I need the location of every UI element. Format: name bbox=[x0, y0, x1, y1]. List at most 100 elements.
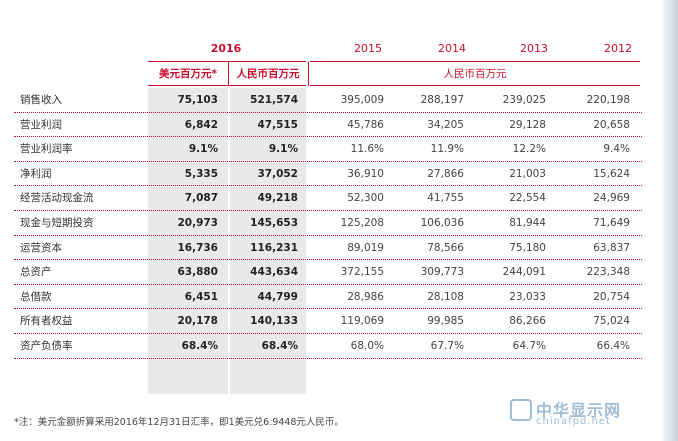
row-label: 现金与短期投资 bbox=[20, 216, 94, 229]
cell-2014: 27,866 bbox=[427, 167, 464, 180]
cell-2016-rmb: 443,634 bbox=[250, 266, 298, 279]
cell-2016-rmb: 140,133 bbox=[250, 315, 298, 328]
cell-2012: 20,754 bbox=[593, 290, 630, 303]
cell-2016-rmb: 49,218 bbox=[257, 192, 298, 205]
cell-2013: 22,554 bbox=[509, 192, 546, 205]
cell-2014: 99,985 bbox=[427, 315, 464, 328]
cell-2016-usd: 20,178 bbox=[177, 315, 218, 328]
cell-2015: 45,786 bbox=[347, 118, 384, 131]
cell-2016-usd: 75,103 bbox=[177, 94, 218, 106]
cell-2012: 223,348 bbox=[586, 266, 630, 279]
cell-2016-usd: 7,087 bbox=[184, 192, 218, 205]
cell-2016-rmb: 521,574 bbox=[250, 94, 298, 106]
cell-2013: 12.2% bbox=[512, 143, 546, 156]
cell-2016-rmb: 37,052 bbox=[257, 167, 298, 180]
year-2014-header: 2014 bbox=[438, 42, 466, 55]
cell-2012: 66.4% bbox=[596, 339, 630, 352]
year-2012-header: 2012 bbox=[604, 42, 632, 55]
cell-2012: 20,658 bbox=[593, 118, 630, 131]
cell-2013: 81,944 bbox=[509, 216, 546, 229]
cell-2013: 244,091 bbox=[502, 266, 546, 279]
cell-2012: 24,969 bbox=[593, 192, 630, 205]
year-2013-header: 2013 bbox=[520, 42, 548, 55]
header-separator bbox=[308, 62, 309, 86]
cell-2016-usd: 16,736 bbox=[177, 241, 218, 254]
cell-2012: 220,198 bbox=[586, 94, 630, 106]
unit-rmb-label: 人民币百万元 bbox=[236, 68, 300, 80]
header-divider-history bbox=[310, 61, 640, 62]
cell-2014: 288,197 bbox=[420, 94, 464, 106]
cell-2014: 309,773 bbox=[420, 266, 464, 279]
cell-2012: 9.4% bbox=[603, 143, 630, 156]
row-label: 运营资本 bbox=[20, 241, 62, 254]
watermark-title: 中华显示网 bbox=[536, 401, 622, 420]
financial-table: 销售收入 75,103 521,574 395,009 288,197 239,025 22… bbox=[14, 88, 642, 359]
cell-2013: 29,128 bbox=[509, 118, 546, 131]
cell-2014: 67.7% bbox=[430, 339, 464, 352]
cell-2015: 395,009 bbox=[340, 94, 384, 106]
usd-column-shade bbox=[148, 88, 228, 394]
header-separator bbox=[228, 62, 229, 86]
cell-2016-usd: 20,973 bbox=[177, 216, 218, 229]
cell-2015: 372,155 bbox=[340, 266, 384, 279]
cell-2016-usd: 5,335 bbox=[184, 167, 218, 180]
table-row: 运营资本 16,736 116,231 89,019 78,566 75,180 63,83… bbox=[14, 236, 642, 261]
watermark-url: chinafpd.net bbox=[536, 416, 611, 427]
table-row: 营业利润 6,842 47,515 45,786 34,205 29,128 20,658 bbox=[14, 113, 642, 138]
cell-2016-usd: 6,842 bbox=[184, 118, 218, 131]
cell-2016-rmb: 44,799 bbox=[257, 290, 298, 303]
cell-2015: 11.6% bbox=[350, 143, 384, 156]
cell-2014: 28,108 bbox=[427, 290, 464, 303]
cell-2016-usd: 63,880 bbox=[177, 266, 218, 279]
table-row: 总借款 6,451 44,799 28,986 28,108 23,033 20,754 bbox=[14, 285, 642, 310]
cell-2013: 64.7% bbox=[512, 339, 546, 352]
row-label: 营业利润 bbox=[20, 118, 62, 131]
row-label: 营业利润率 bbox=[20, 143, 73, 156]
table-row: 所有者权益 20,178 140,133 119,069 99,985 86,266 75,… bbox=[14, 309, 642, 334]
watermark-logo-icon bbox=[510, 399, 532, 421]
cell-2015: 89,019 bbox=[347, 241, 384, 254]
cell-2012: 75,024 bbox=[593, 315, 630, 328]
header-bottom-rule bbox=[310, 85, 640, 86]
window-edge bbox=[660, 0, 678, 441]
row-label: 销售收入 bbox=[20, 94, 62, 106]
cell-2013: 23,033 bbox=[509, 290, 546, 303]
header-divider-2016 bbox=[148, 61, 306, 62]
cell-2014: 34,205 bbox=[427, 118, 464, 131]
cell-2014: 41,755 bbox=[427, 192, 464, 205]
report-page: 2016 2015 2014 2013 2012 美元百万元* 人民币百万元 人… bbox=[14, 42, 642, 428]
cell-2014: 78,566 bbox=[427, 241, 464, 254]
table-row: 现金与短期投资 20,973 145,653 125,208 106,036 81,944… bbox=[14, 211, 642, 236]
cell-2012: 71,649 bbox=[593, 216, 630, 229]
cell-2013: 21,003 bbox=[509, 167, 546, 180]
cell-2016-rmb: 9.1% bbox=[268, 143, 298, 156]
cell-2016-usd: 9.1% bbox=[188, 143, 218, 156]
cell-2015: 28,986 bbox=[347, 290, 384, 303]
year-2015-header: 2015 bbox=[354, 42, 382, 55]
table-row: 资产负债率 68.4% 68.4% 68.0% 67.7% 64.7% 66.4% bbox=[14, 334, 642, 359]
cell-2013: 75,180 bbox=[509, 241, 546, 254]
cell-2016-usd: 68.4% bbox=[181, 339, 218, 352]
cell-2016-rmb: 145,653 bbox=[250, 216, 298, 229]
table-row: 营业利润率 9.1% 9.1% 11.6% 11.9% 12.2% 9.4% bbox=[14, 137, 642, 162]
cell-2013: 239,025 bbox=[502, 94, 546, 106]
table-row: 净利润 5,335 37,052 36,910 27,866 21,003 15,624 bbox=[14, 162, 642, 187]
row-label: 总借款 bbox=[20, 290, 52, 303]
cell-2013: 86,266 bbox=[509, 315, 546, 328]
row-label: 资产负债率 bbox=[20, 339, 73, 352]
cell-2014: 11.9% bbox=[430, 143, 464, 156]
cell-2014: 106,036 bbox=[420, 216, 464, 229]
row-label: 所有者权益 bbox=[20, 315, 73, 328]
table-row: 销售收入 75,103 521,574 395,009 288,197 239,025 22… bbox=[14, 88, 642, 113]
row-label: 净利润 bbox=[20, 167, 52, 180]
cell-2015: 36,910 bbox=[347, 167, 384, 180]
unit-usd-label: 美元百万元* bbox=[159, 68, 217, 80]
cell-2016-usd: 6,451 bbox=[184, 290, 218, 303]
cell-2016-rmb: 47,515 bbox=[257, 118, 298, 131]
cell-2012: 63,837 bbox=[593, 241, 630, 254]
table-row: 经营活动现金流 7,087 49,218 52,300 41,755 22,554 24,9… bbox=[14, 186, 642, 211]
cell-2015: 52,300 bbox=[347, 192, 384, 205]
rmb-column-shade bbox=[230, 88, 306, 394]
unit-rmb-history-label: 人民币百万元 bbox=[443, 68, 507, 80]
cell-2012: 15,624 bbox=[593, 167, 630, 180]
